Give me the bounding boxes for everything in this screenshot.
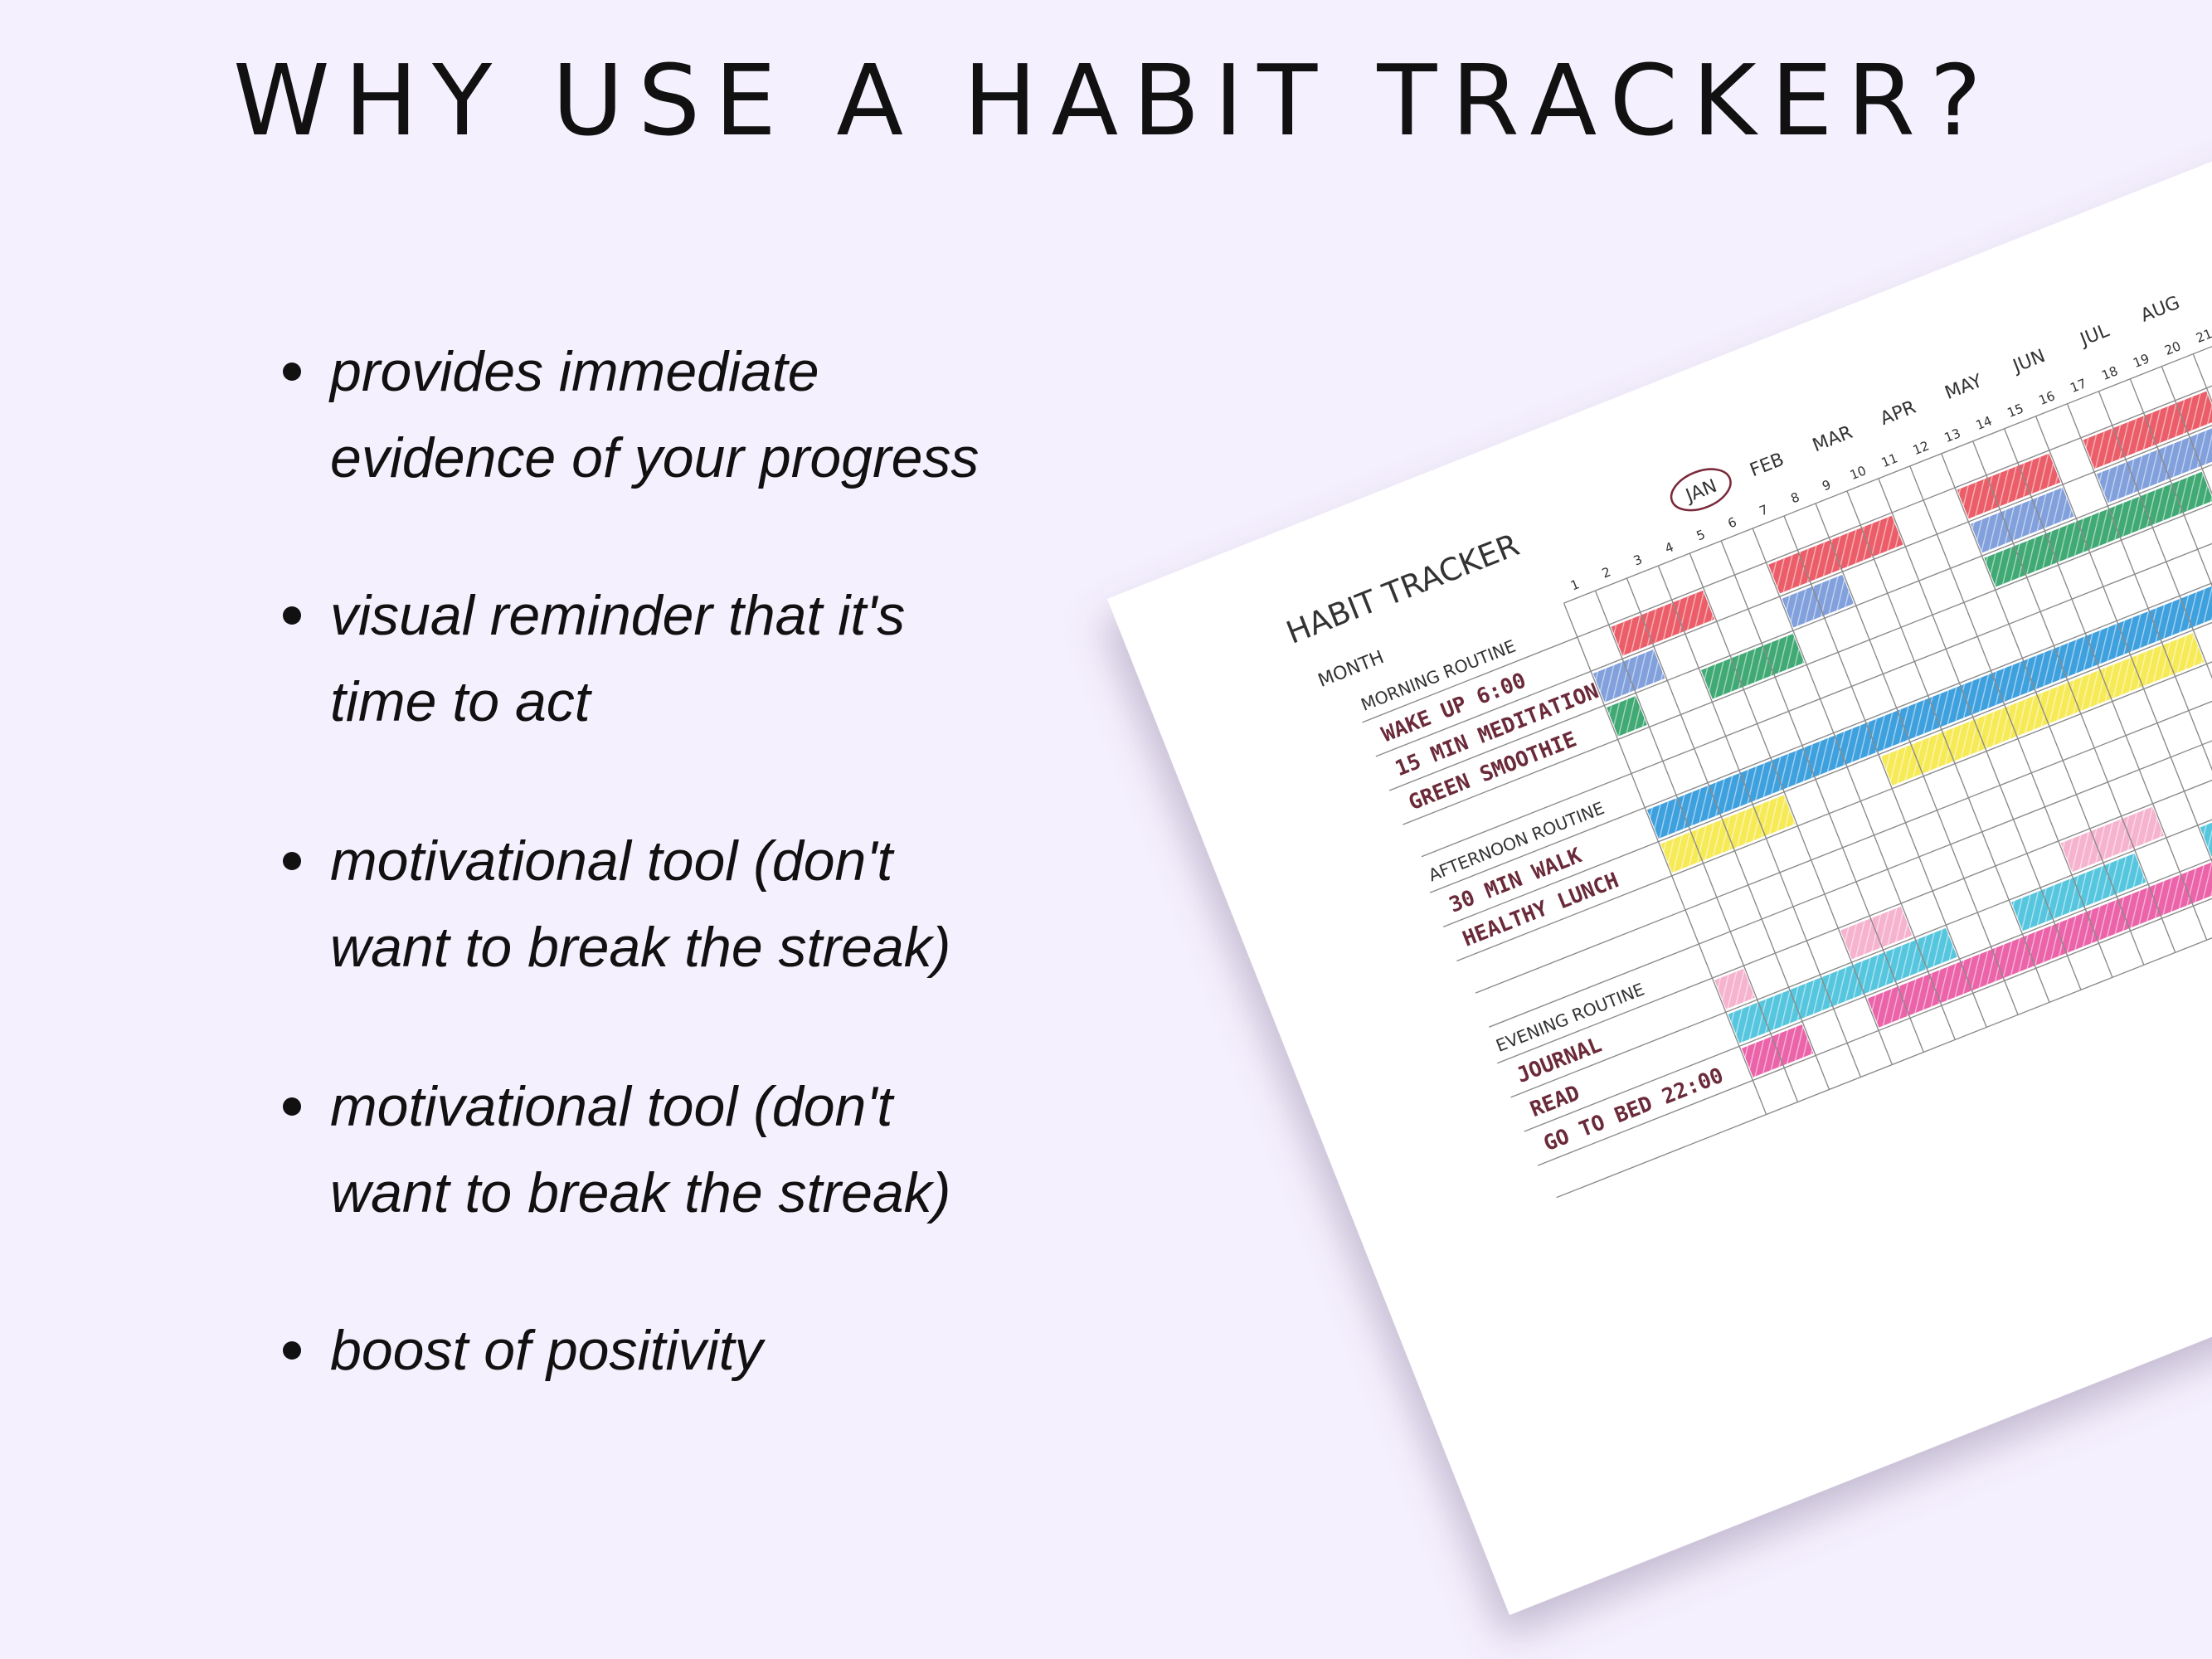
column-line bbox=[1878, 478, 2082, 990]
paper bbox=[1107, 27, 2212, 1615]
habit-hatch bbox=[2060, 806, 2165, 873]
row-line bbox=[1456, 451, 2212, 962]
column-line bbox=[1972, 440, 2176, 953]
row-line bbox=[1524, 622, 2212, 1132]
column-line bbox=[2066, 403, 2212, 916]
day-number: 20 bbox=[2162, 338, 2183, 358]
habit-hatch bbox=[1867, 663, 2212, 1028]
row-line bbox=[1537, 656, 2212, 1166]
habit-hatch bbox=[1728, 927, 1957, 1044]
row-line bbox=[1388, 281, 2212, 791]
bullet-text: provides immediate bbox=[328, 340, 819, 403]
bullet-dot bbox=[283, 1097, 301, 1116]
row-line bbox=[1403, 315, 2212, 825]
bullet-dot bbox=[283, 362, 301, 381]
bullet-dot bbox=[283, 852, 301, 870]
habit-hatch bbox=[1607, 696, 1647, 737]
row-line bbox=[1362, 212, 2212, 723]
row-line bbox=[1510, 587, 2212, 1098]
row-line bbox=[1421, 349, 2212, 858]
day-number: 15 bbox=[2005, 401, 2026, 421]
habit-tracker-photo: HABIT TRACKERMONTHJANFEBMARAPRMAYJUNJULA… bbox=[1107, 27, 2212, 1615]
row-line bbox=[1429, 383, 2212, 893]
habit-hatch bbox=[1971, 487, 2074, 553]
column-line bbox=[1752, 528, 1956, 1040]
column-line bbox=[2035, 416, 2212, 928]
habit-hatch bbox=[1714, 968, 1755, 1010]
day-number: 13 bbox=[1942, 426, 1963, 445]
column-line bbox=[2098, 391, 2212, 903]
day-number: 18 bbox=[2099, 363, 2120, 383]
column-line bbox=[1783, 515, 1987, 1028]
bullet-text: want to break the streak) bbox=[330, 1161, 950, 1224]
habit-hatch bbox=[1700, 634, 1805, 699]
habit-hatch bbox=[1984, 471, 2212, 587]
column-line bbox=[1563, 602, 1767, 1115]
grid-top bbox=[1563, 178, 2212, 604]
bullet-text: motivational tool (don't bbox=[330, 830, 895, 893]
bullet-dot bbox=[283, 1341, 301, 1360]
habit-hatch bbox=[1957, 453, 2061, 519]
day-number: 21 bbox=[2194, 326, 2212, 346]
bullet-text: time to act bbox=[330, 670, 593, 733]
row-line bbox=[1497, 553, 2212, 1064]
habit-hatch bbox=[2096, 412, 2212, 504]
column-line bbox=[1815, 503, 2019, 1015]
row-line bbox=[1489, 519, 2212, 1028]
column-line bbox=[1594, 590, 1799, 1102]
habit-hatch bbox=[1646, 424, 2212, 839]
column-line bbox=[1846, 490, 2050, 1003]
bullet-text: evidence of your progress bbox=[330, 426, 979, 489]
column-line bbox=[1689, 552, 1893, 1065]
column-line bbox=[1626, 577, 1830, 1090]
bullet-text: visual reminder that it's bbox=[330, 584, 905, 647]
column-line bbox=[1941, 453, 2145, 966]
row-line bbox=[1556, 690, 2212, 1199]
bullet-text: boost of positivity bbox=[330, 1319, 766, 1382]
row-line bbox=[1442, 417, 2212, 928]
habit-hatch bbox=[1611, 590, 1714, 656]
day-number: 10 bbox=[1848, 463, 1869, 483]
bullet-text: want to break the streak) bbox=[330, 916, 950, 979]
day-number: 14 bbox=[1974, 413, 1995, 433]
row-line bbox=[1375, 246, 2212, 757]
column-line bbox=[1720, 540, 1924, 1053]
bullet-list: provides immediate evidence of your progr… bbox=[283, 340, 979, 1382]
row-line bbox=[1475, 485, 2212, 994]
month-circle bbox=[1670, 468, 1732, 512]
column-line bbox=[2003, 428, 2208, 941]
day-number: 16 bbox=[2037, 388, 2058, 408]
day-number: 12 bbox=[1911, 438, 1932, 458]
day-number: 11 bbox=[1879, 450, 1900, 470]
column-line bbox=[1909, 465, 2113, 978]
column-line bbox=[2129, 378, 2212, 891]
bullet-dot bbox=[283, 606, 301, 625]
day-number: 17 bbox=[2069, 376, 2089, 396]
bullet-text: motivational tool (don't bbox=[330, 1075, 895, 1138]
column-line bbox=[2161, 366, 2212, 878]
column-line bbox=[1657, 565, 1862, 1078]
day-number: 19 bbox=[2131, 351, 2151, 371]
